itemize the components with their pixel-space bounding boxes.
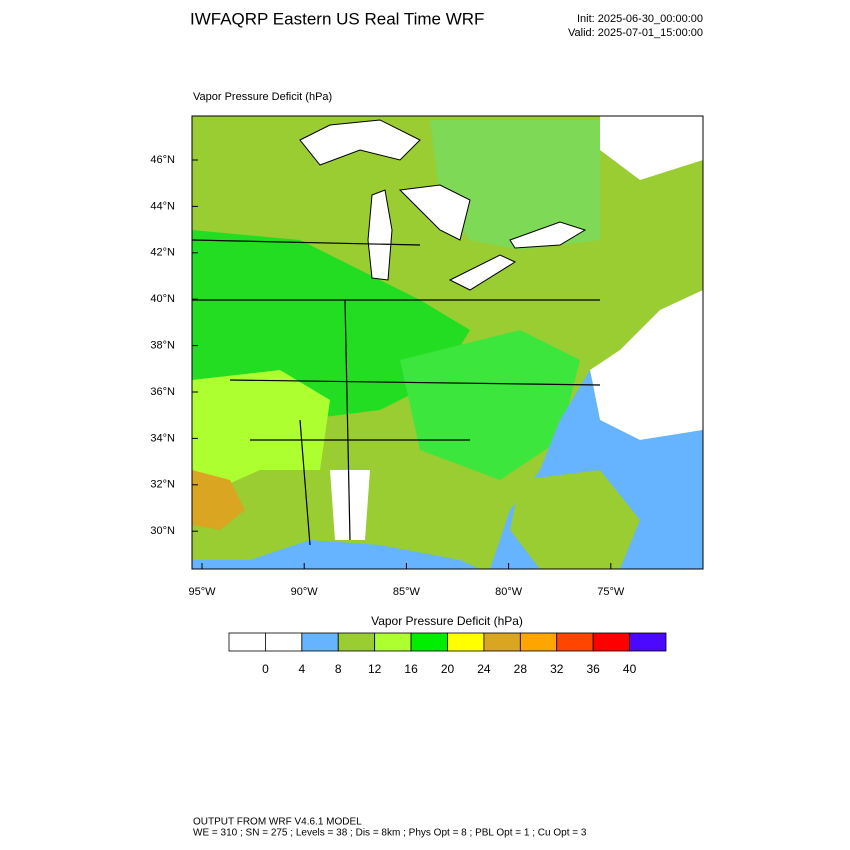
field-label: Vapor Pressure Deficit (hPa) bbox=[193, 91, 332, 103]
lon-label: 85°W bbox=[393, 586, 421, 598]
axes: 46°N 44°N 42°N 40°N 38°N 36°N 34°N 32°N 30°N 95°W… bbox=[150, 154, 624, 598]
lat-label: 30°N bbox=[150, 525, 175, 537]
region-high bbox=[400, 330, 580, 480]
lake-michigan bbox=[367, 189, 393, 281]
colorbar-box bbox=[374, 632, 412, 652]
lake-superior bbox=[299, 119, 421, 166]
init-time: Init: 2025-06-30_00:00:00 bbox=[577, 13, 703, 25]
ocean-low bbox=[590, 290, 703, 440]
colorbar-box bbox=[483, 632, 521, 652]
lat-label: 36°N bbox=[150, 386, 175, 398]
lon-label: 75°W bbox=[597, 586, 625, 598]
map-frame bbox=[191, 115, 704, 570]
colorbar-label: 36 bbox=[586, 662, 600, 676]
region-low bbox=[600, 116, 703, 180]
lake-huron bbox=[398, 184, 471, 241]
lon-label: 95°W bbox=[188, 586, 216, 598]
lon-label: 80°W bbox=[495, 586, 523, 598]
colorbar-box bbox=[629, 632, 667, 652]
colorbar-label: 24 bbox=[477, 662, 491, 676]
lat-label: 46°N bbox=[150, 154, 175, 166]
ocean-mid bbox=[510, 470, 640, 569]
colorbar-box bbox=[592, 632, 630, 652]
state-border bbox=[192, 239, 601, 546]
lake-ontario bbox=[509, 221, 587, 249]
lat-label: 44°N bbox=[150, 200, 175, 212]
colorbar-box bbox=[410, 632, 448, 652]
region-mid bbox=[192, 370, 330, 500]
region-hot bbox=[192, 470, 245, 530]
lon-label: 90°W bbox=[291, 586, 319, 598]
colorbar-box bbox=[337, 632, 376, 652]
region-low bbox=[330, 470, 370, 540]
colorbar-label: 28 bbox=[514, 662, 528, 676]
colorbar-box bbox=[556, 632, 594, 652]
colorbar-label: 12 bbox=[368, 662, 382, 676]
colorbar-label: 8 bbox=[335, 662, 342, 676]
colorbar-box bbox=[301, 632, 339, 652]
colorbar-label: 40 bbox=[623, 662, 637, 676]
footer: WE = 310 ; SN = 275 ; Levels = 38 ; Dis … bbox=[193, 828, 587, 839]
colorbar-box bbox=[519, 632, 558, 652]
colorbar: 0 4 8 12 16 20 24 28 32 36 40 bbox=[228, 632, 667, 676]
colorbar-title: Vapor Pressure Deficit (hPa) bbox=[371, 614, 523, 628]
colorbar-label: 16 bbox=[404, 662, 418, 676]
colorbar-label: 0 bbox=[262, 662, 269, 676]
lat-label: 38°N bbox=[150, 340, 175, 352]
region-canada bbox=[430, 120, 600, 250]
lake-erie bbox=[448, 254, 517, 291]
gulf bbox=[192, 540, 480, 569]
footer: OUTPUT FROM WRF V4.6.1 MODEL bbox=[193, 817, 362, 828]
lat-label: 34°N bbox=[150, 432, 175, 444]
colorbar-label: 20 bbox=[441, 662, 455, 676]
colorbar-box bbox=[447, 632, 485, 652]
colorbar-box bbox=[265, 632, 303, 652]
lat-label: 40°N bbox=[150, 293, 175, 305]
lat-label: 42°N bbox=[150, 247, 175, 259]
colorbar-label: 4 bbox=[298, 662, 305, 676]
lat-label: 32°N bbox=[150, 479, 175, 491]
title: IWFAQRP Eastern US Real Time WRF bbox=[190, 9, 484, 28]
colorbar-box bbox=[228, 632, 266, 652]
valid-time: Valid: 2025-07-01_15:00:00 bbox=[568, 27, 703, 39]
colorbar-label: 32 bbox=[550, 662, 564, 676]
map bbox=[191, 115, 704, 570]
